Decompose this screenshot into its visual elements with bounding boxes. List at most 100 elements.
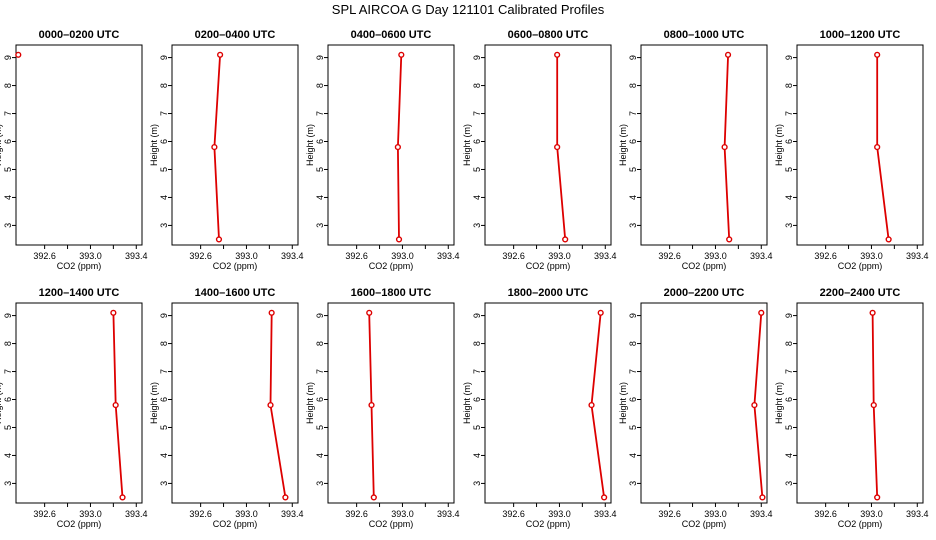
x-axis-label: CO2 (ppm) (369, 519, 414, 529)
x-tick-label: 393.0 (391, 251, 414, 261)
y-tick-label: 9 (315, 313, 325, 318)
y-tick-label: 5 (315, 425, 325, 430)
x-tick-label: 392.6 (345, 509, 368, 519)
x-tick-label: 393.0 (79, 509, 102, 519)
x-axis-label: CO2 (ppm) (526, 519, 571, 529)
data-point (268, 309, 275, 316)
y-tick-label: 8 (472, 83, 482, 88)
panel-title: 1000–1200 UTC (820, 29, 901, 41)
data-point (758, 309, 765, 316)
y-tick-label: 6 (159, 139, 169, 144)
plot-frame (15, 44, 143, 246)
y-tick-label: 8 (472, 341, 482, 346)
y-tick-label: 7 (628, 369, 638, 374)
data-point (554, 51, 561, 58)
y-tick-label: 7 (472, 369, 482, 374)
y-tick-label: 3 (784, 481, 794, 486)
data-point (395, 236, 403, 243)
data-point (267, 401, 274, 409)
data-point (112, 401, 119, 409)
x-tick-label: 393.4 (750, 251, 773, 261)
y-tick-label: 3 (159, 481, 169, 486)
data-point (398, 51, 405, 58)
y-tick-label: 7 (784, 111, 794, 116)
panel-title: 2000–2200 UTC (664, 287, 745, 299)
panel-1: 0000–0200 UTC 392.6 393.0 393.4 CO2 (ppm) 3 4 5… (0, 29, 148, 271)
x-axis-label: CO2 (ppm) (57, 519, 102, 529)
y-tick-label: 9 (159, 313, 169, 318)
y-tick-label: 7 (3, 369, 13, 374)
x-tick-label: 393.0 (235, 251, 258, 261)
y-axis-label: Height (m) (462, 382, 472, 424)
data-point (394, 143, 401, 151)
x-tick-label: 392.6 (345, 251, 368, 261)
y-tick-label: 5 (472, 425, 482, 430)
x-tick-label: 392.6 (658, 251, 681, 261)
data-point (211, 143, 218, 151)
y-tick-label: 9 (472, 55, 482, 60)
x-axis-label: CO2 (ppm) (213, 519, 258, 529)
data-point (554, 143, 561, 151)
x-tick-label: 393.4 (437, 251, 460, 261)
y-tick-label: 3 (472, 223, 482, 228)
y-tick-label: 6 (159, 397, 169, 402)
x-tick-label: 393.4 (125, 509, 148, 519)
panel-7: 1200–1400 UTC 392.6 393.0 393.4 CO2 (ppm) 3 4 5… (0, 287, 148, 529)
y-tick-label: 8 (628, 83, 638, 88)
y-axis-label: Height (m) (305, 124, 315, 166)
x-tick-label: 393.4 (906, 251, 929, 261)
x-tick-label: 392.6 (658, 509, 681, 519)
plot-frame (796, 44, 924, 246)
y-tick-label: 3 (315, 481, 325, 486)
data-point (370, 494, 377, 501)
x-axis-label: CO2 (ppm) (526, 261, 571, 271)
panel-12: 2200–2400 UTC 392.6 393.0 393.4 CO2 (ppm) 3 4 5… (774, 287, 929, 529)
y-tick-label: 9 (159, 55, 169, 60)
panel-title: 0400–0600 UTC (351, 29, 432, 41)
x-tick-label: 392.6 (814, 509, 837, 519)
y-tick-label: 8 (315, 83, 325, 88)
y-tick-label: 8 (3, 341, 13, 346)
panel-11: 2000–2200 UTC 392.6 393.0 393.4 CO2 (ppm) 3 4 5… (618, 287, 773, 529)
y-tick-label: 5 (315, 167, 325, 172)
x-tick-label: 393.4 (125, 251, 148, 261)
y-axis-label: Height (m) (305, 382, 315, 424)
data-point (874, 143, 881, 151)
y-tick-label: 4 (315, 195, 325, 200)
x-tick-label: 393.0 (79, 251, 102, 261)
x-tick-label: 393.0 (548, 509, 571, 519)
y-tick-label: 4 (159, 453, 169, 458)
y-axis-label: Height (m) (0, 382, 3, 424)
data-point (869, 309, 876, 316)
data-point (368, 401, 375, 409)
y-tick-label: 5 (3, 167, 13, 172)
y-axis-label: Height (m) (0, 124, 3, 166)
x-tick-label: 393.4 (281, 509, 304, 519)
y-axis-label: Height (m) (618, 382, 628, 424)
x-tick-label: 393.0 (548, 251, 571, 261)
y-tick-label: 9 (628, 55, 638, 60)
y-tick-label: 5 (159, 167, 169, 172)
y-tick-label: 3 (628, 223, 638, 228)
y-tick-label: 4 (784, 453, 794, 458)
y-tick-label: 7 (628, 111, 638, 116)
x-tick-label: 393.4 (750, 509, 773, 519)
y-tick-label: 7 (159, 369, 169, 374)
plot-frame (484, 44, 612, 246)
y-tick-label: 5 (628, 425, 638, 430)
plot-frame (327, 44, 455, 246)
x-tick-label: 393.0 (391, 509, 414, 519)
panel-4: 0600–0800 UTC 392.6 393.0 393.4 CO2 (ppm) 3 4 5… (462, 29, 617, 271)
y-tick-label: 7 (315, 111, 325, 116)
data-point (724, 51, 732, 58)
y-tick-label: 4 (159, 195, 169, 200)
y-tick-label: 4 (472, 195, 482, 200)
panel-5: 0800–1000 UTC 392.6 393.0 393.4 CO2 (ppm) 3 4 5… (618, 29, 773, 271)
y-tick-label: 4 (315, 453, 325, 458)
y-tick-label: 5 (784, 425, 794, 430)
y-tick-label: 9 (784, 313, 794, 318)
y-tick-label: 3 (3, 481, 13, 486)
data-point (588, 401, 595, 409)
y-tick-label: 6 (472, 397, 482, 402)
